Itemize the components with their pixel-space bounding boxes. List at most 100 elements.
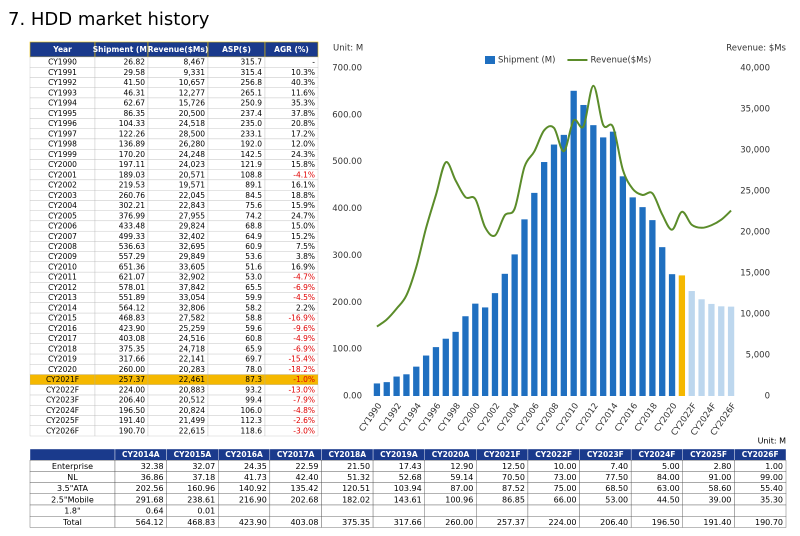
cell-text: 39.00	[708, 495, 731, 504]
cell-text: CY2019	[48, 355, 77, 364]
cell-text: CY2010	[48, 262, 77, 271]
cell-text: 136.89	[119, 140, 145, 149]
cell-text: CY1997	[48, 129, 77, 138]
cell-text: 2.5"Mobile	[51, 495, 94, 504]
cell-text: 11.6%	[291, 88, 315, 97]
table-cell	[264, 56, 319, 68]
bar	[688, 291, 695, 396]
bar	[452, 331, 459, 396]
cell-text: 20,500	[179, 109, 205, 118]
cell-text: 256.8	[241, 78, 263, 87]
cell-text: 26.82	[124, 58, 146, 67]
cell-text: 376.99	[119, 211, 145, 220]
y-tick-label: 200.00	[332, 298, 362, 308]
cell-text: CY1993	[48, 88, 77, 97]
cell-text: 59.6	[245, 324, 262, 333]
y2-tick-label: 0	[765, 392, 770, 402]
cell-text: 190.70	[119, 426, 145, 435]
cell-text: 143.61	[394, 495, 422, 504]
cell-text: 197.11	[119, 160, 145, 169]
y-tick-label: 400.00	[332, 204, 362, 214]
column-header: CY2021F	[484, 450, 521, 459]
cell-text: -4.7%	[293, 273, 315, 282]
cell-text: 12.50	[502, 462, 525, 471]
cell-text: CY2012	[48, 283, 77, 292]
bar	[639, 207, 646, 396]
cell-text: NL	[67, 473, 78, 482]
cell-text: -2.6%	[293, 416, 315, 425]
cell-text: 260.00	[445, 518, 473, 527]
cell-text: 0.01	[197, 507, 215, 516]
bar	[393, 376, 400, 396]
bar	[590, 125, 597, 397]
cell-text: CY2026F	[46, 426, 79, 435]
cell-text: CY1994	[48, 99, 77, 108]
column-header: CY2017A	[277, 450, 315, 459]
cell-text: 16.1%	[291, 181, 315, 190]
cell-text: 64.9	[245, 232, 262, 241]
cell-text: -3.0%	[293, 426, 315, 435]
cell-text: 24.3%	[291, 150, 315, 159]
column-header: ASP($)	[222, 45, 251, 54]
cell-text: CY2006	[48, 222, 77, 231]
y2-tick-label: 15,000	[740, 269, 770, 279]
column-header: CY2022F	[535, 450, 572, 459]
cell-text: 433.48	[119, 222, 145, 231]
cell-text: CY1998	[48, 140, 77, 149]
cell-text: CY1996	[48, 119, 77, 128]
unit-label: Unit: M	[758, 437, 787, 446]
cell-text: 22,045	[179, 191, 205, 200]
line	[376, 84, 732, 328]
cell-text: 33,054	[179, 293, 205, 302]
y2-tick-label: 10,000	[740, 310, 770, 320]
cell-text: 75.6	[245, 201, 262, 210]
cell-text: 65.5	[245, 283, 262, 292]
cell-text: 32,902	[179, 273, 205, 282]
cell-text: 93.2	[245, 385, 262, 394]
cell-text: 10.3%	[291, 68, 315, 77]
bar	[619, 176, 627, 396]
cell-text: 12,277	[179, 88, 205, 97]
column-header: CY2024F	[638, 450, 675, 459]
cell-text: 55.40	[760, 484, 783, 493]
cell-text: 20,283	[179, 365, 205, 374]
y-tick-label: 100.00	[332, 345, 362, 355]
cell-text: 78.0	[245, 365, 262, 374]
bar	[629, 197, 636, 396]
bar	[718, 306, 725, 396]
cell-text: 536.63	[119, 242, 145, 251]
cell-text: 27,955	[179, 211, 205, 220]
y2-tick-label: 30,000	[740, 146, 770, 156]
cell-text: 1.00	[765, 462, 783, 471]
bar	[472, 303, 479, 396]
cell-text: CY2002	[48, 181, 77, 190]
cell-text: 62.67	[124, 99, 146, 108]
bar	[373, 383, 381, 396]
cell-text: 86.85	[502, 495, 525, 504]
cell-text: 315.7	[241, 58, 263, 67]
cell-text: 41.73	[244, 473, 267, 482]
cell-text: 32.38	[141, 462, 164, 471]
cell-text: 87.52	[502, 484, 525, 493]
y-tick-label: 600.00	[332, 110, 362, 120]
cell-text: 19,571	[179, 181, 205, 190]
cell-text: CY2009	[48, 252, 77, 261]
cell-text: 87.3	[245, 375, 262, 384]
cell-text: CY2022F	[46, 385, 79, 394]
cell-text: 206.40	[600, 518, 628, 527]
cell-text: 121.9	[241, 160, 263, 169]
cell-text: 108.8	[241, 170, 263, 179]
cell-text: 22,843	[179, 201, 205, 210]
cell-text: 20,512	[179, 396, 205, 405]
y-tick-label: 700.00	[332, 64, 362, 74]
cell-text: 233.1	[241, 129, 263, 138]
cell-text: CY2007	[48, 232, 77, 241]
table-cell	[734, 504, 787, 517]
cell-text: 219.53	[119, 181, 145, 190]
cell-text: 564.12	[136, 518, 164, 527]
cell-text: 10.00	[554, 462, 577, 471]
cell-text: -13.0%	[288, 385, 315, 394]
cell-text: 24.35	[244, 462, 267, 471]
cell-text: 191.40	[703, 518, 731, 527]
